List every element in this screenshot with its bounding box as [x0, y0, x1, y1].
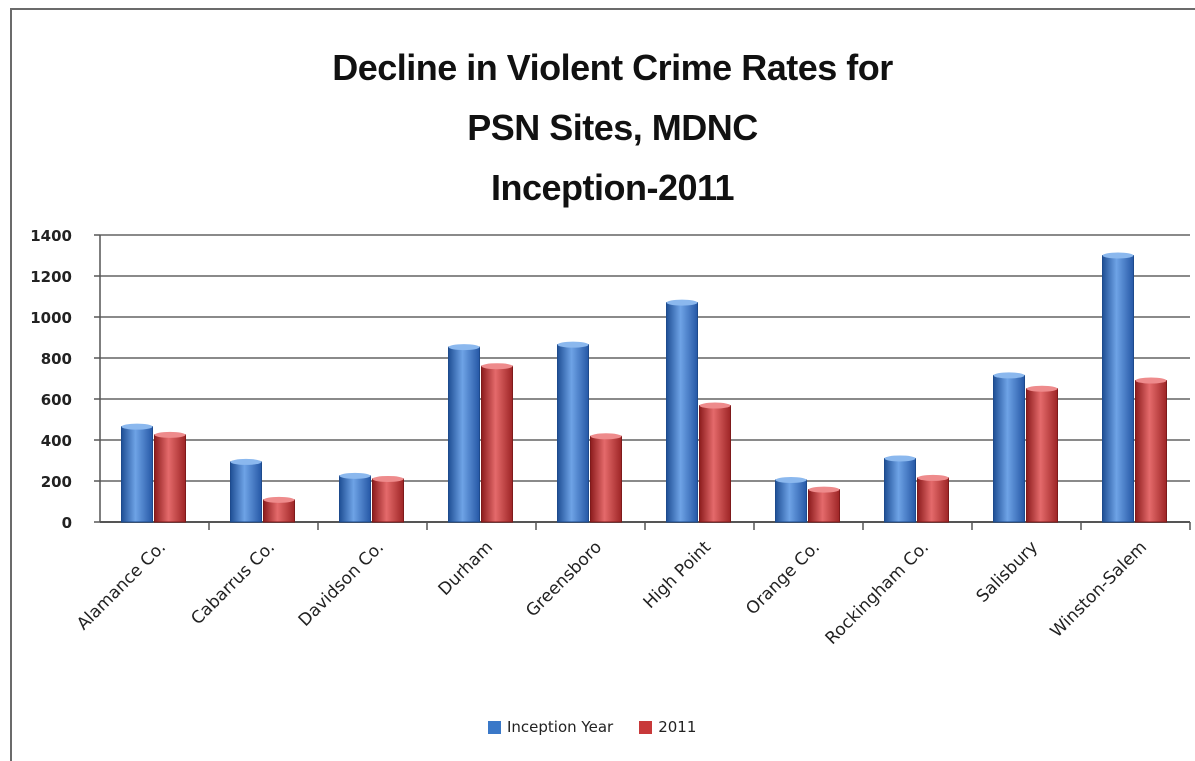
ytick-label-200: 200: [41, 473, 72, 491]
bar-top-2011-2: [372, 475, 404, 482]
bar-top-inception-7: [884, 455, 916, 462]
bar-top-inception-2: [339, 472, 371, 479]
ytick-label-800: 800: [41, 350, 72, 368]
chart-title-line-2: PSN Sites, MDNC: [467, 107, 758, 148]
category-label-1: Cabarrus Co.: [187, 537, 279, 629]
bar-top-inception-8: [993, 372, 1025, 379]
category-label-0: Alamance Co.: [73, 537, 170, 634]
category-label-9: Winston-Salem: [1047, 537, 1151, 641]
bar-2011-6: [808, 489, 840, 523]
bar-2011-4: [590, 435, 622, 523]
bar-2011-7: [917, 477, 949, 523]
bar-top-2011-4: [590, 433, 622, 440]
bar-top-2011-5: [699, 402, 731, 409]
bar-inception-4: [557, 344, 589, 523]
bar-top-2011-9: [1135, 377, 1167, 384]
chart-frame: [10, 8, 1195, 761]
bar-top-2011-8: [1026, 385, 1058, 392]
legend: Inception Year 2011: [488, 716, 722, 738]
legend-swatch-2011: [639, 720, 653, 734]
bar-inception-6: [775, 479, 807, 523]
bar-top-inception-3: [448, 344, 480, 351]
ytick-label-1200: 1200: [30, 268, 72, 286]
bar-inception-2: [339, 475, 371, 523]
bar-top-inception-1: [230, 458, 262, 465]
bar-inception-7: [884, 457, 916, 523]
bar-2011-8: [1026, 388, 1058, 523]
legend-label-inception: Inception Year: [507, 718, 614, 736]
bar-top-inception-6: [775, 476, 807, 483]
category-label-7: Rockingham Co.: [822, 537, 933, 648]
category-label-6: Orange Co.: [742, 537, 824, 619]
bar-2011-5: [699, 405, 731, 523]
chart-title-line-1: Decline in Violent Crime Rates for: [332, 47, 893, 88]
category-label-4: Greensboro: [522, 537, 606, 621]
bar-2011-9: [1135, 380, 1167, 523]
ytick-label-1400: 1400: [30, 227, 72, 245]
bar-inception-0: [121, 426, 153, 523]
chart-title-line-3: Inception-2011: [490, 167, 735, 208]
bar-top-inception-5: [666, 299, 698, 306]
category-label-2: Davidson Co.: [295, 537, 388, 630]
bar-2011-2: [372, 478, 404, 523]
bar-top-2011-6: [808, 486, 840, 493]
category-label-3: Durham: [435, 537, 497, 599]
legend-swatch-inception: [488, 720, 501, 734]
bar-2011-3: [481, 365, 513, 523]
ytick-label-400: 400: [41, 432, 72, 450]
bar-inception-8: [993, 374, 1025, 523]
bar-2011-1: [263, 499, 295, 523]
bar-top-2011-3: [481, 363, 513, 370]
ytick-label-1000: 1000: [30, 309, 72, 327]
ytick-label-600: 600: [41, 391, 72, 409]
bar-top-2011-7: [917, 474, 949, 481]
bar-inception-3: [448, 346, 480, 523]
category-label-8: Salisbury: [973, 537, 1042, 606]
bar-top-2011-0: [154, 431, 186, 438]
bar-inception-9: [1102, 255, 1134, 523]
legend-item-inception: Inception Year: [488, 718, 613, 736]
category-label-5: High Point: [640, 537, 716, 613]
bar-top-inception-0: [121, 423, 153, 430]
chart-title: Decline in Violent Crime Rates for PSN S…: [0, 38, 1195, 218]
ytick-label-0: 0: [62, 514, 72, 532]
bar-top-inception-9: [1102, 252, 1134, 259]
legend-item-2011: 2011: [639, 718, 696, 736]
bar-top-inception-4: [557, 341, 589, 348]
bar-2011-0: [154, 434, 186, 523]
bar-top-2011-1: [263, 496, 295, 503]
bar-inception-1: [230, 461, 262, 523]
legend-label-2011: 2011: [658, 718, 697, 736]
bar-inception-5: [666, 302, 698, 523]
